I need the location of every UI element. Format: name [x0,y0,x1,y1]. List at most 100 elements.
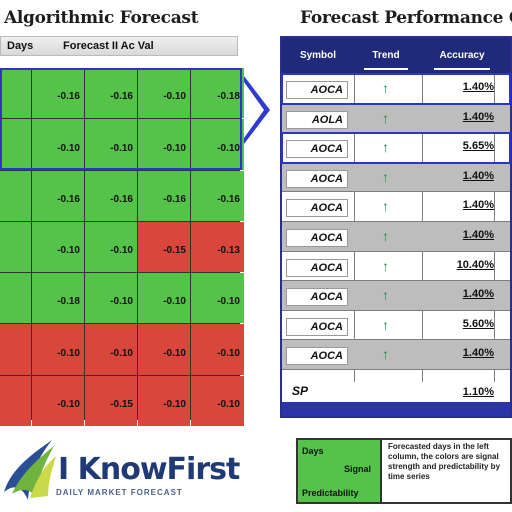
column-header-trend[interactable]: Trend [364,42,408,70]
heatmap-cell[interactable]: -0.16 [191,170,244,221]
heatmap-cell[interactable]: -0.16 [32,170,84,221]
heatmap-cell-value: -0.10 [110,347,133,359]
trend-up-arrow-icon: ↑ [382,257,389,274]
heatmap-cell-value: -0.10 [163,91,186,103]
legend-label-predictability: Predictability [302,488,359,498]
heatmap-cell[interactable]: -0.10 [138,324,190,375]
heatmap-cell[interactable]: -0.10 [138,375,190,427]
row-symbol: AOCA [286,258,348,277]
heatmap-cell[interactable] [0,170,31,221]
trend-up-arrow-icon: ↑ [382,109,389,126]
row-symbol: AOCA [286,199,348,218]
table-row[interactable]: AOCA ↑ 1.40% [282,340,510,370]
table-header: Symbol Trend Accuracy [282,38,510,74]
table-row[interactable]: AOCA ↑ 1.40% [282,162,510,193]
legend-description: Forecasted days in the left column, the … [388,442,501,481]
heatmap-cell-value: -0.10 [163,347,186,359]
heatmap-cell[interactable]: -0.16 [85,68,137,119]
footer-symbol: SP [292,384,309,398]
right-title: Forecast Performance Comp [300,8,512,28]
heatmap-cell[interactable]: -0.10 [32,221,84,273]
heatmap-cell-value: -0.10 [163,296,186,308]
heatmap-cell-value: -0.18 [57,296,80,308]
heatmap-cell-value: -0.10 [163,142,186,154]
trend-up-arrow-icon: ↑ [382,80,389,96]
heatmap-cell[interactable]: -0.10 [85,324,137,375]
heatmap-cell[interactable]: -0.18 [191,68,244,119]
heatmap-cell-value: -0.16 [110,91,133,103]
heatmap-cell[interactable]: -0.10 [191,324,244,375]
row-accuracy: 1.40% [462,110,494,123]
heatmap-cell[interactable]: -0.13 [191,221,244,273]
heatmap-cell-value: -0.16 [57,193,80,205]
heatmap-cell[interactable]: -0.10 [32,119,84,170]
row-symbol: AOLA [286,110,348,129]
row-symbol: AOCA [286,317,348,336]
heatmap-cell[interactable]: -0.10 [138,273,190,324]
table-row[interactable]: AOLA ↑ 1.40% [282,103,510,134]
heatmap-cell[interactable] [0,68,31,119]
legend-label-signal: Signal [344,464,372,474]
legend-swatch [298,440,382,502]
column-header-accuracy[interactable]: Accuracy [434,42,490,70]
forecast-heatmap: -0.16 -0.16 -0.10 -0.18 -0.10 -0.10 -0.10 -0.10… [0,68,244,427]
heatmap-cell[interactable]: -0.10 [32,324,84,375]
row-accuracy: 1.40% [462,199,494,212]
heatmap-cell-value: -0.10 [110,142,133,154]
heatmap-cell[interactable]: -0.18 [32,273,84,324]
heatmap-cell[interactable] [0,221,31,273]
heatmap-cell[interactable] [0,324,31,375]
heatmap-cell[interactable]: -0.10 [85,221,137,273]
footer-accuracy: 1.10% [462,386,494,398]
table-row[interactable]: AOCA ↑ 1.40% [282,281,510,311]
heatmap-cell[interactable]: -0.10 [138,68,190,119]
heatmap-cell[interactable]: -0.10 [85,273,137,324]
heatmap-cell[interactable]: -0.10 [191,119,244,170]
heatmap-cell[interactable]: -0.10 [191,375,244,427]
table-row[interactable]: AOCA ↑ 1.40% [281,73,511,105]
row-accuracy: 5.65% [462,140,494,153]
table-row[interactable]: AOCA ↑ 5.60% [282,311,510,341]
heatmap-cell[interactable]: -0.16 [138,170,190,221]
heatmap-cell-value: -0.10 [217,347,240,359]
row-accuracy: 1.40% [462,347,494,360]
heatmap-cell-value: -0.15 [163,245,186,257]
table-row[interactable]: AOCA ↑ 10.40% [282,252,510,282]
row-accuracy: 1.40% [462,81,494,93]
table-row[interactable]: AOCA ↑ 5.65% [281,132,511,164]
row-symbol: AOCA [286,140,348,159]
legend-label-days: Days [302,446,324,456]
heatmap-cell[interactable]: -0.10 [85,119,137,170]
heatmap-cell-value: -0.10 [57,347,80,359]
heatmap-cell-value: -0.15 [110,399,133,411]
heatmap-cell[interactable]: -0.10 [191,273,244,324]
heatmap-cell[interactable]: -0.16 [85,170,137,221]
heatmap-cell[interactable]: -0.15 [138,221,190,273]
connector-arrow-icon [244,76,270,144]
table-row[interactable]: AOCA ↑ 1.40% [282,221,510,252]
heatmap-cell[interactable] [0,119,31,170]
heatmap-cell[interactable]: -0.10 [32,375,84,427]
heatmap-cell[interactable] [0,375,31,427]
heatmap-cell-value: -0.10 [217,142,240,154]
logo-swoosh-icon [4,440,56,500]
heatmap-cell[interactable] [0,273,31,324]
heatmap-cell-value: -0.10 [57,399,80,411]
table-footer-bar [282,402,510,416]
performance-table: Symbol Trend Accuracy AOCA ↑ 1.40% AOLA ↑ 1.4… [280,36,512,418]
row-accuracy: 1.40% [462,288,494,301]
table-footer-row[interactable]: SP 1.10% [282,382,510,404]
logo-wordmark: I KnowFirst [58,452,240,487]
heatmap-cell-value: -0.10 [110,296,133,308]
trend-up-arrow-icon: ↑ [382,227,389,244]
heatmap-cell-value: -0.10 [110,245,133,257]
heatmap-header-forecast: Forecast II Ac Val [63,40,154,52]
column-header-symbol[interactable]: Symbol [299,50,337,61]
heatmap-cell[interactable]: -0.15 [85,375,137,427]
heatmap-cell[interactable]: -0.16 [32,68,84,119]
table-row[interactable]: AOCA ↑ 1.40% [282,192,510,222]
row-accuracy: 5.60% [462,317,494,330]
heatmap-cell[interactable]: -0.10 [138,119,190,170]
row-accuracy: 10.40% [456,258,494,271]
row-symbol: AOCA [286,169,348,188]
